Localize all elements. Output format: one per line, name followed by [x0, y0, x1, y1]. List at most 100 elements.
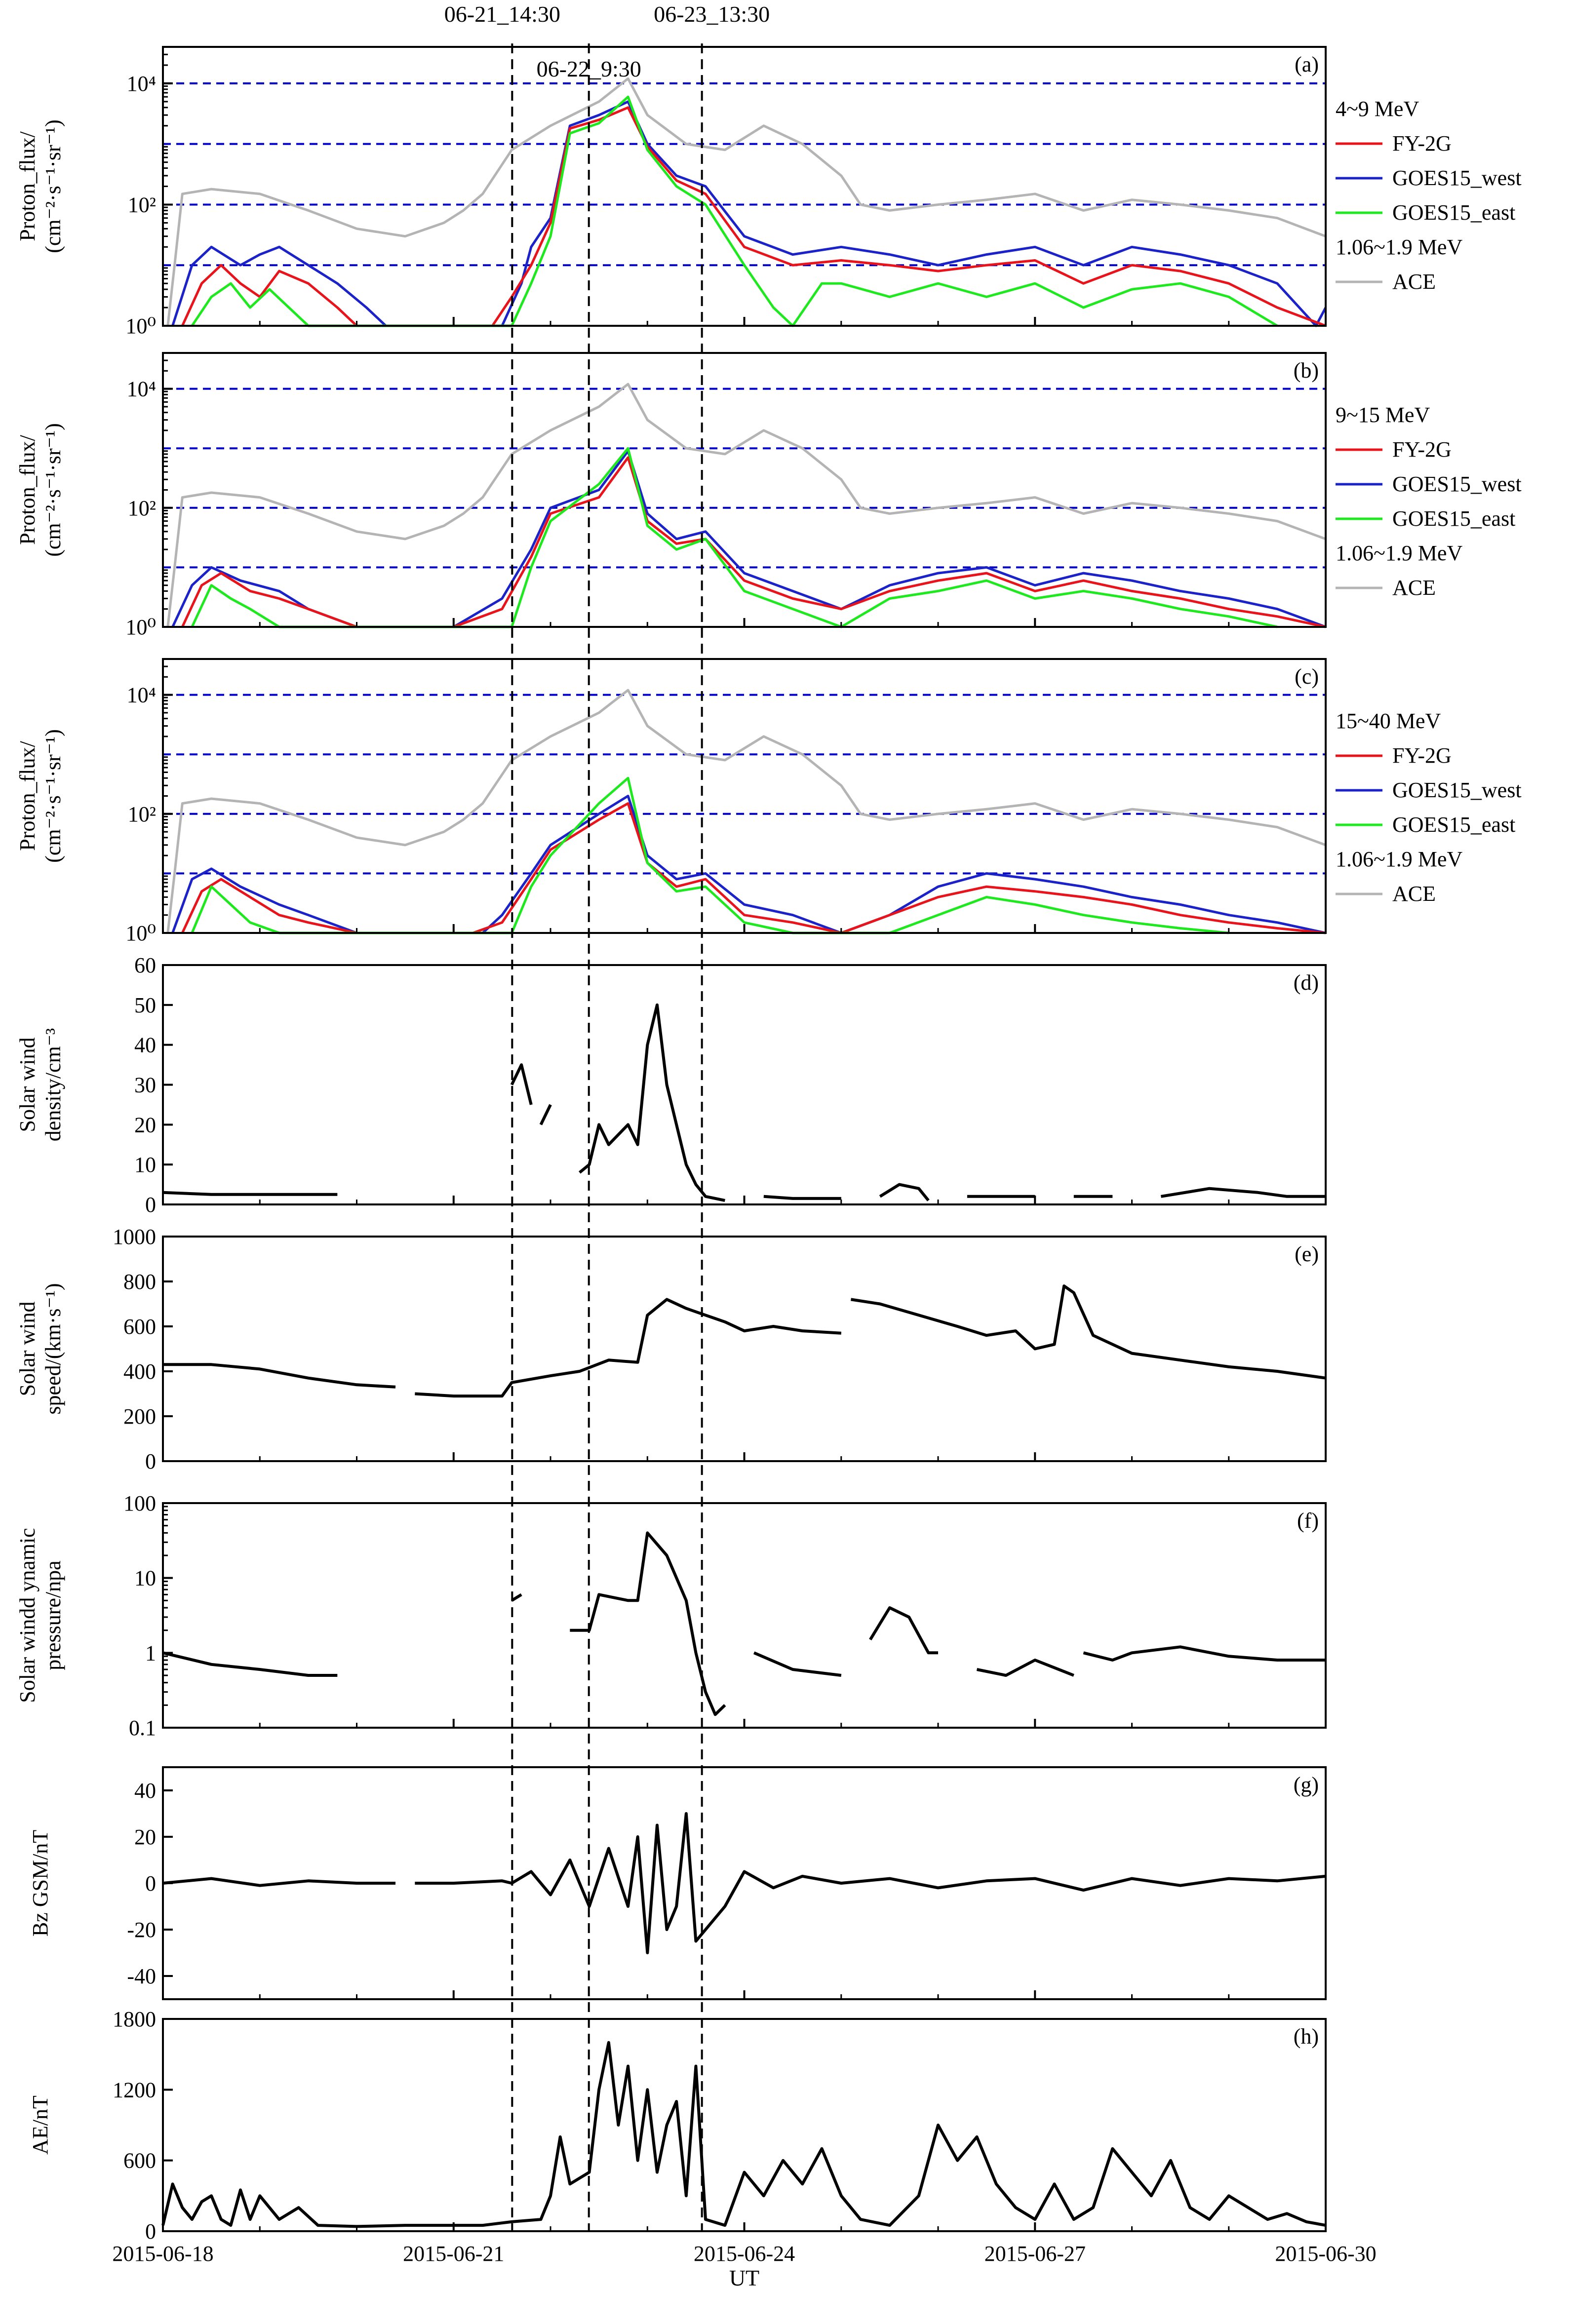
y-axis-label: AE/nT	[28, 2095, 52, 2155]
y-tick-label: 1800	[113, 2007, 156, 2031]
y-axis-label: (cm⁻²·s⁻¹·sr⁻¹)	[41, 729, 65, 863]
series-ace	[166, 77, 1326, 326]
y-tick-label: 600	[123, 2149, 156, 2173]
panel-letter: (b)	[1294, 358, 1319, 383]
legend-band-label: 9~15 MeV	[1336, 403, 1430, 427]
x-axis-label: UT	[729, 2265, 759, 2290]
y-axis-label: Solar wind	[15, 1038, 39, 1132]
series-line	[161, 2041, 1326, 2228]
series-group	[162, 1003, 1326, 1202]
y-tick-label: 40	[134, 1033, 156, 1057]
y-tick-label: -20	[127, 1918, 156, 1942]
y-tick-label: 20	[134, 1113, 156, 1137]
event-markers: 06-21_14:30 06-22_9:30 06-23_13:30	[444, 1, 770, 2231]
event-label: 06-23_13:30	[654, 1, 770, 27]
series-ace	[166, 383, 1326, 627]
series-fy-2g	[181, 456, 1326, 628]
series-line	[162, 1812, 1326, 1954]
series-group	[162, 1812, 1326, 1954]
legend-band-label: 4~9 MeV	[1336, 97, 1419, 121]
y-axis-label: Bz GSM/nT	[28, 1830, 52, 1937]
panel-letter: (f)	[1297, 1509, 1319, 1533]
y-tick-label: 60	[134, 953, 156, 977]
plot-frame	[162, 658, 1327, 934]
y-axis-label: Proton_flux/	[15, 435, 39, 545]
legend-entry: FY-2G	[1392, 743, 1452, 768]
y-axis-label: Proton_flux/	[15, 131, 39, 241]
series-group	[162, 1531, 1326, 1716]
x-tick-label: 2015-06-27	[985, 2242, 1086, 2266]
panel-d: 0 10 20 30 40 50 60 (d) Solar wind density/cm⁻³	[15, 953, 1327, 1217]
y-axis-label: (cm⁻²·s⁻¹·sr⁻¹)	[41, 423, 65, 557]
panel-letter: (h)	[1294, 2024, 1319, 2049]
y-tick-label: 800	[123, 1270, 156, 1294]
legend-entry: GOES15_east	[1392, 200, 1515, 225]
plot-frame	[162, 964, 1327, 1205]
y-tick-label: 40	[134, 1779, 156, 1803]
y-tick-label: 1000	[113, 1225, 156, 1249]
y-tick-label: 1200	[113, 2078, 156, 2102]
legend-entry: FY-2G	[1392, 437, 1452, 462]
legend: 9~15 MeV FY-2G GOES15_west GOES15_east ACE 1.…	[1336, 403, 1522, 600]
panel-c: 10⁰ 10² 10⁴ (c) Proton_flux/(cm⁻²·s⁻¹·sr⁻¹) 1…	[15, 658, 1522, 945]
legend: 15~40 MeV FY-2G GOES15_west GOES15_east ACE 1…	[1336, 709, 1522, 906]
x-tick-label: 2015-06-30	[1275, 2242, 1376, 2266]
panel-letter: (a)	[1295, 52, 1319, 77]
y-tick-label: 10⁰	[125, 314, 156, 338]
panel-b: 10⁰ 10² 10⁴ (b) Proton_flux/(cm⁻²·s⁻¹·sr⁻¹) 9…	[15, 352, 1522, 639]
series-goes15-east	[191, 95, 1278, 327]
series-goes15-west	[171, 450, 1326, 628]
legend-entry: ACE	[1392, 576, 1436, 600]
plot-frame	[162, 1502, 1327, 1729]
legend-entry: GOES15_east	[1392, 506, 1515, 531]
y-tick-label: 600	[123, 1315, 156, 1339]
legend-entry: GOES15_east	[1392, 813, 1515, 837]
series-goes15-east	[191, 776, 1229, 934]
y-axis-label: Solar windd ynamic	[15, 1528, 39, 1703]
y-axis-label: speed/(km·s⁻¹)	[41, 1283, 65, 1414]
x-tick-label: 2015-06-21	[403, 2242, 504, 2266]
series-fy-2g	[181, 106, 1326, 327]
y-tick-label: 0	[145, 1193, 156, 1217]
legend-band-label: 1.06~1.9 MeV	[1336, 235, 1462, 259]
y-axis-label: Solar wind	[15, 1302, 39, 1396]
legend-entry: ACE	[1392, 882, 1436, 906]
panel-letter: (d)	[1294, 970, 1319, 995]
panels: 10⁰10²10⁴(a)Proton_flux/(cm⁻²·s⁻¹·sr⁻¹)4…	[15, 46, 1522, 2244]
event-label: 06-22_9:30	[537, 56, 641, 81]
y-axis-label: pressure/npa	[41, 1560, 65, 1670]
legend-entry: GOES15_west	[1392, 472, 1522, 496]
y-tick-label: 1	[145, 1641, 156, 1665]
y-tick-label: 50	[134, 993, 156, 1017]
series-group	[166, 77, 1327, 327]
y-tick-label: 10⁰	[125, 615, 156, 639]
y-tick-label: 10	[134, 1566, 156, 1590]
y-tick-label: 30	[134, 1073, 156, 1097]
legend-entry: GOES15_west	[1392, 166, 1522, 190]
y-tick-label: 0	[145, 1449, 156, 1473]
series-group	[166, 383, 1326, 628]
legend-entry: FY-2G	[1392, 131, 1452, 155]
event-label: 06-21_14:30	[444, 1, 560, 27]
series-fy-2g	[181, 802, 1326, 934]
y-tick-label: 200	[123, 1404, 156, 1429]
y-tick-label: 100	[123, 1491, 156, 1515]
y-tick-label: -40	[127, 1964, 156, 1988]
y-axis-label: density/cm⁻³	[41, 1028, 65, 1142]
series-group	[161, 2041, 1326, 2228]
plot-frame	[162, 1236, 1327, 1462]
series-group	[166, 689, 1326, 934]
legend-band-label: 15~40 MeV	[1336, 709, 1441, 733]
y-tick-label: 10	[134, 1153, 156, 1177]
legend-band-label: 1.06~1.9 MeV	[1336, 847, 1462, 871]
panel-a: 10⁰ 10² 10⁴ (a) Proton_flux/(cm⁻²·s⁻¹·sr⁻¹) 4…	[15, 46, 1522, 338]
series-group	[163, 1284, 1326, 1398]
panel-h: 0 600 1200 1800 (h) AE/nT	[28, 2007, 1327, 2244]
series-line	[162, 1531, 1326, 1716]
x-tick-label: 2015-06-24	[694, 2242, 795, 2266]
legend: 4~9 MeV FY-2G GOES15_west GOES15_east ACE 1.0…	[1336, 97, 1522, 294]
y-axis-label: Proton_flux/	[15, 741, 39, 851]
series-goes15-west	[171, 795, 1326, 934]
y-tick-label: 10²	[128, 802, 156, 826]
